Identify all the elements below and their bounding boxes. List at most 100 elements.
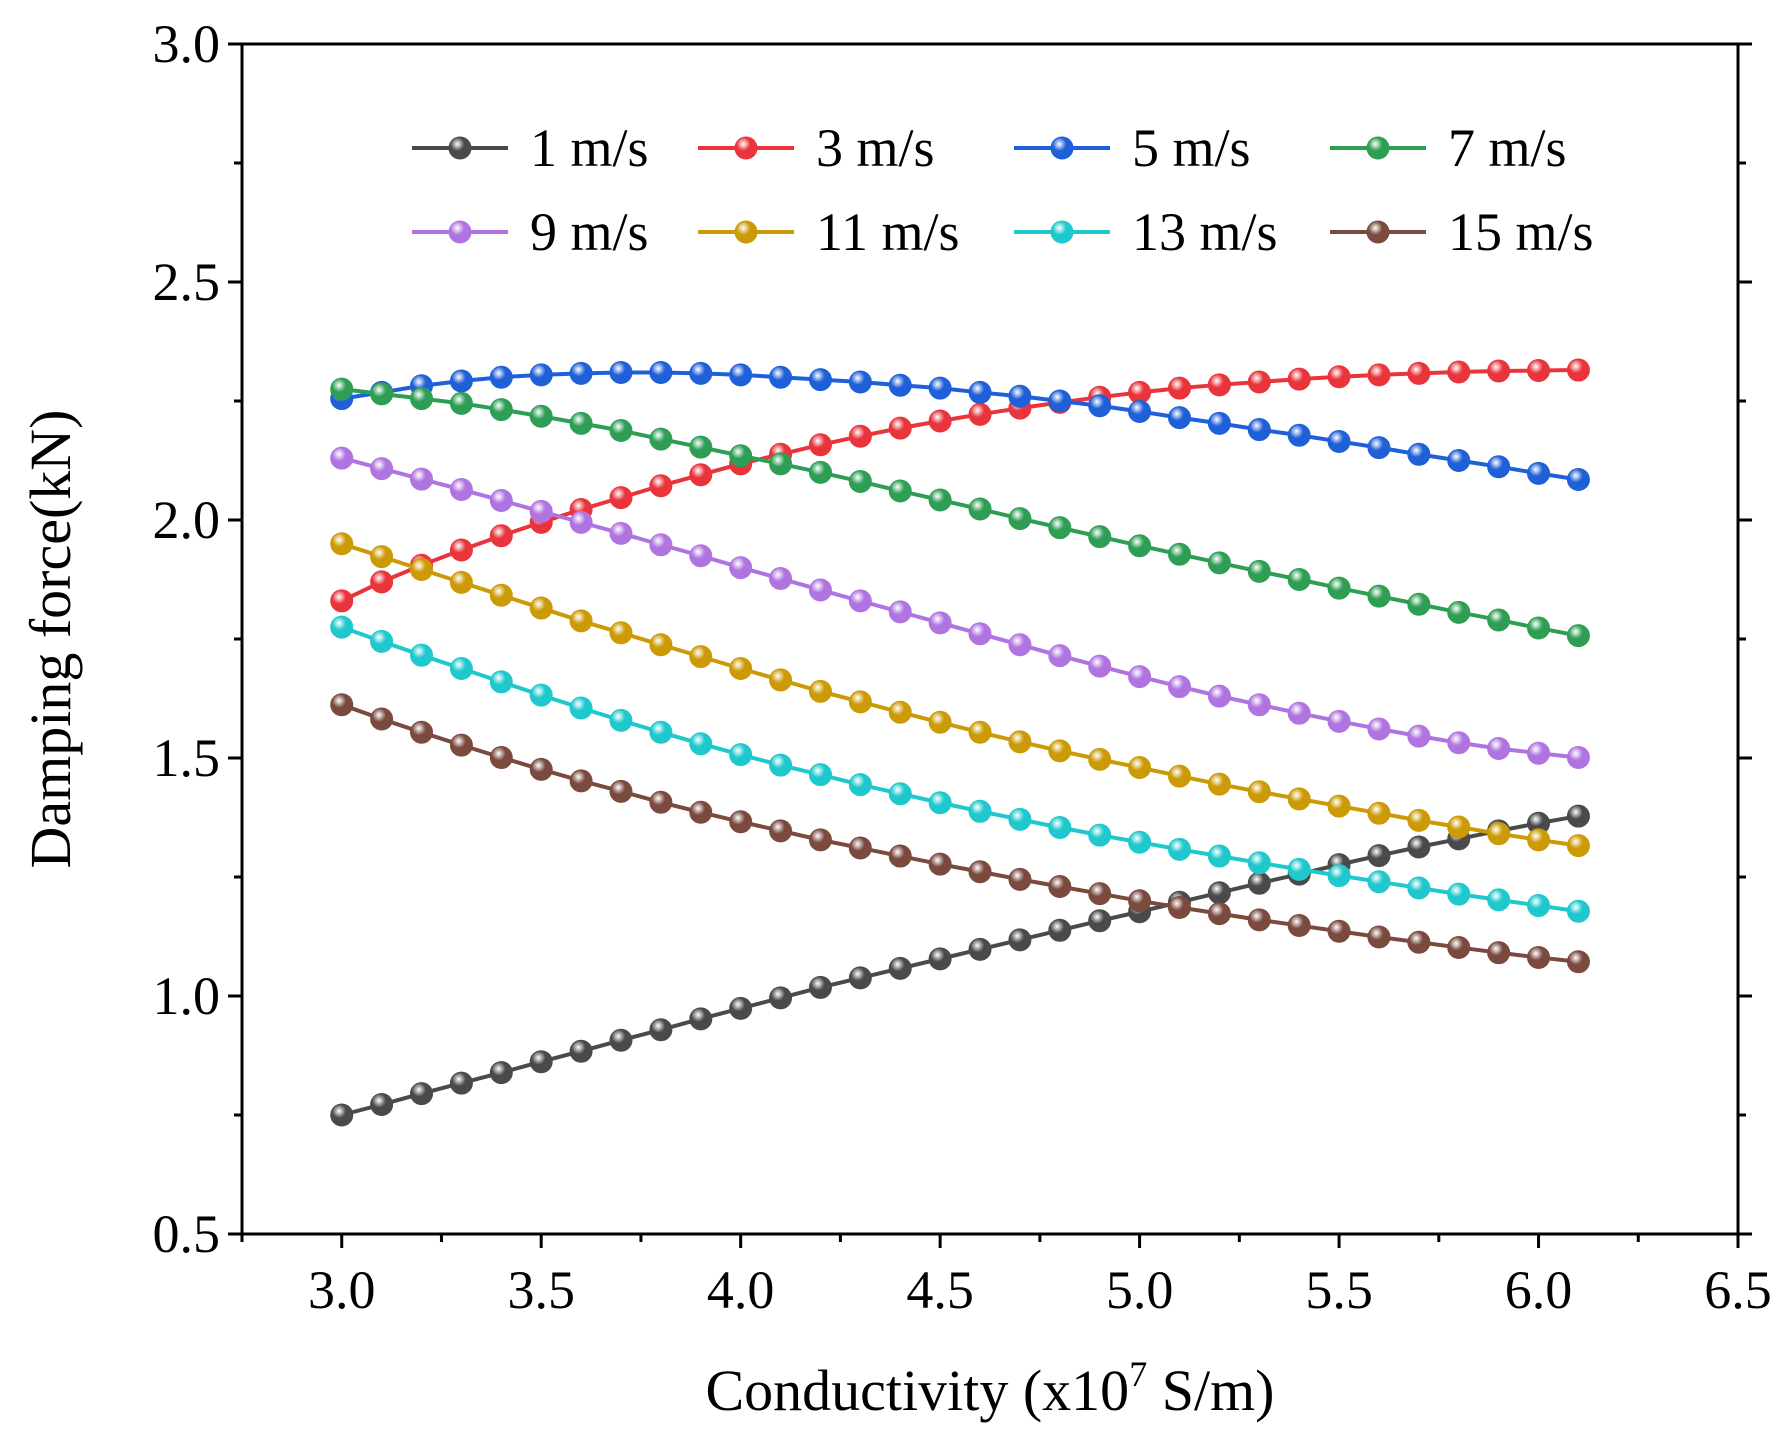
data-point <box>1367 870 1391 894</box>
data-point <box>1287 857 1311 881</box>
data-point <box>529 757 553 781</box>
data-point <box>569 609 593 633</box>
data-point <box>529 404 553 428</box>
data-point <box>808 578 832 602</box>
data-point <box>1207 772 1231 796</box>
data-point <box>1008 807 1032 831</box>
data-point <box>1167 376 1191 400</box>
data-point <box>1088 909 1112 933</box>
data-point <box>1167 837 1191 861</box>
x-tick-label: 3.5 <box>507 1260 575 1320</box>
data-point <box>1367 363 1391 387</box>
data-point <box>449 478 473 502</box>
data-point <box>370 1093 394 1117</box>
data-point <box>1487 888 1511 912</box>
data-point <box>410 720 434 744</box>
data-point <box>649 633 673 657</box>
legend-label: 11 m/s <box>816 202 960 262</box>
data-point <box>1247 370 1271 394</box>
legend-marker <box>734 220 758 244</box>
series-9-m-s <box>330 446 1590 770</box>
y-tick-label: 2.5 <box>153 252 221 312</box>
axis-ticks: 3.0 3.5 4.0 4.5 5.0 5.5 6.0 6.5 0.5 1.0 1.5 2.0 2.5 3… <box>153 14 1772 1320</box>
data-point <box>968 497 992 521</box>
data-point <box>609 521 633 545</box>
data-point <box>769 819 793 843</box>
data-point <box>649 790 673 814</box>
data-point <box>489 583 513 607</box>
data-point <box>1566 358 1590 382</box>
data-point <box>1327 576 1351 600</box>
data-point <box>1088 823 1112 847</box>
data-point <box>1487 941 1511 965</box>
data-point <box>1407 592 1431 616</box>
data-point <box>529 499 553 523</box>
data-point <box>928 488 952 512</box>
data-point <box>848 589 872 613</box>
data-point <box>808 975 832 999</box>
data-point <box>848 966 872 990</box>
legend-item: 7 m/s <box>1330 118 1567 178</box>
data-point <box>449 369 473 393</box>
data-point <box>449 733 473 757</box>
data-point <box>1447 449 1471 472</box>
data-point <box>1128 399 1152 423</box>
data-point <box>1527 741 1551 765</box>
data-point <box>1207 902 1231 926</box>
data-point <box>330 615 354 639</box>
data-point <box>1527 945 1551 969</box>
data-point <box>689 463 713 487</box>
data-point <box>1327 864 1351 888</box>
x-axis-title-superscript: 7 <box>1129 1354 1147 1394</box>
data-point <box>609 621 633 645</box>
data-point <box>1008 730 1032 754</box>
data-point <box>769 365 793 389</box>
data-point <box>1447 935 1471 959</box>
data-point <box>489 398 513 422</box>
data-point <box>1566 804 1590 828</box>
data-point <box>1287 367 1311 391</box>
data-point <box>449 570 473 594</box>
series-line <box>340 368 1579 603</box>
legend-marker <box>448 220 472 244</box>
data-point <box>1407 835 1431 859</box>
data-point <box>808 828 832 852</box>
data-point <box>848 690 872 714</box>
data-point <box>1447 600 1471 624</box>
data-point <box>888 700 912 724</box>
data-point <box>609 779 633 803</box>
data-point <box>1327 919 1351 943</box>
data-point <box>449 538 473 562</box>
data-point <box>1128 889 1152 913</box>
series-11-m-s <box>330 532 1590 858</box>
data-point <box>928 710 952 734</box>
legend-item: 13 m/s <box>1014 202 1278 262</box>
data-point <box>1407 808 1431 832</box>
x-axis-title-tail: S/m) <box>1147 1358 1274 1423</box>
data-point <box>888 416 912 440</box>
data-point <box>330 589 354 613</box>
data-point <box>1407 876 1431 900</box>
data-point <box>1327 365 1351 389</box>
data-point <box>1407 930 1431 954</box>
data-point <box>808 763 832 787</box>
data-point <box>1287 423 1311 447</box>
data-point <box>808 368 832 392</box>
data-point <box>370 570 394 594</box>
data-point <box>769 668 793 692</box>
x-tick-label: 4.0 <box>707 1260 775 1320</box>
legend-marker <box>1050 136 1074 160</box>
data-point <box>968 860 992 884</box>
data-point <box>689 645 713 669</box>
data-point <box>489 488 513 512</box>
legend-label: 9 m/s <box>530 202 649 262</box>
data-point <box>489 670 513 694</box>
series-13-m-s <box>330 615 1590 923</box>
data-point <box>1008 928 1032 952</box>
data-point <box>1487 608 1511 632</box>
data-point <box>1048 739 1072 763</box>
data-point <box>330 532 354 556</box>
x-axis-title: Conductivity (x107 S/m) <box>705 1354 1274 1423</box>
data-point <box>569 696 593 720</box>
data-point <box>689 732 713 756</box>
